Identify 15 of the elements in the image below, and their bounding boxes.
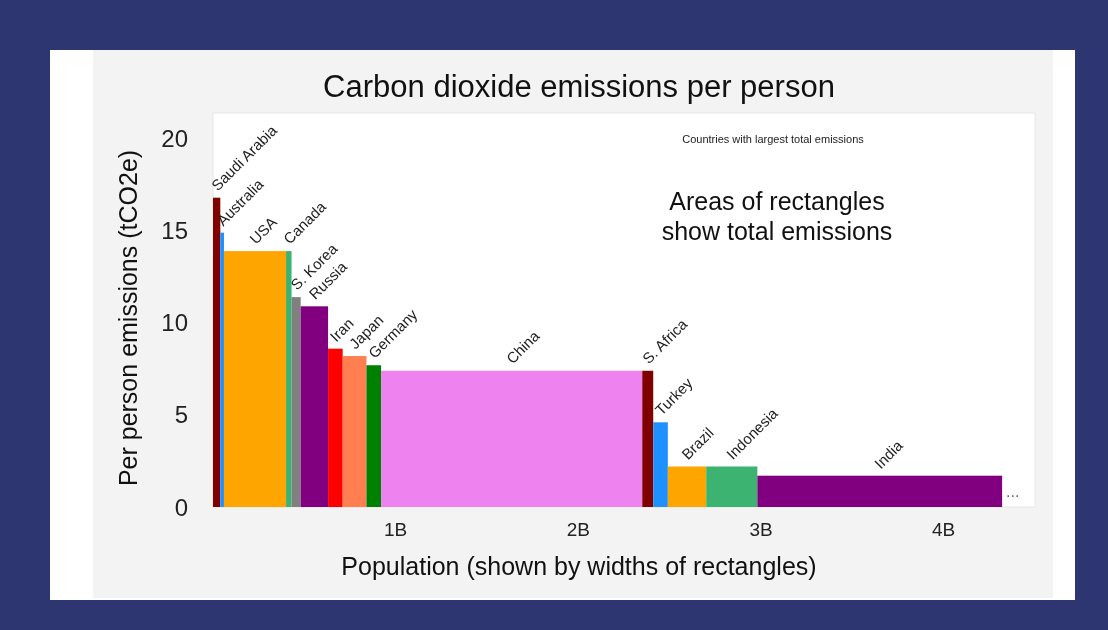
x-tick-label: 2B [566, 518, 590, 540]
y-tick-label: 20 [161, 125, 188, 153]
y-axis-title: Per person emissions (tCO2e) [114, 149, 142, 487]
annotation: Areas of rectangles show total emissions [661, 187, 893, 245]
annotation: Countries with largest total emissions [682, 133, 865, 145]
chart-title: Carbon dioxide emissions per person [323, 69, 835, 104]
x-axis-title: Population (shown by widths of rectangles) [341, 552, 817, 580]
y-tick-label: 10 [161, 309, 188, 337]
y-tick-label: 5 [174, 401, 188, 429]
x-tick-label: 3B [749, 518, 773, 540]
y-tick-label: 0 [174, 493, 188, 521]
x-tick-label: 4B [932, 518, 956, 540]
x-tick-label: 1B [384, 518, 408, 540]
annotation: ... [1006, 482, 1020, 500]
y-tick-label: 15 [161, 217, 188, 245]
